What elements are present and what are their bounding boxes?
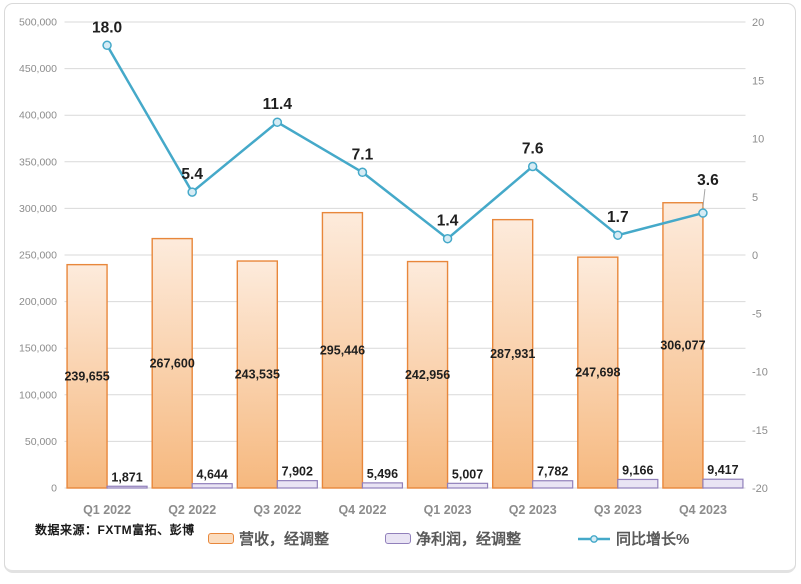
- right-axis-tick: 15: [752, 75, 764, 87]
- netprofit-bar: [702, 478, 744, 489]
- left-axis-tick: 500,000: [19, 17, 57, 29]
- left-axis-tick: 300,000: [19, 203, 57, 215]
- yoy-marker: [527, 161, 538, 172]
- revenue-bar: [662, 202, 704, 489]
- right-axis-tick: -15: [752, 425, 768, 437]
- yoy-value-label: 3.6: [697, 172, 719, 189]
- category-label: Q2 2023: [509, 503, 557, 517]
- right-axis-tick: -20: [752, 483, 768, 495]
- netprofit-bar: [191, 483, 233, 489]
- netprofit-value-label: 5,496: [367, 467, 398, 481]
- yoy-value-label: 18.0: [92, 19, 122, 36]
- line-marker-swatch-icon: [578, 534, 611, 543]
- netprofit-value-label: 9,166: [622, 463, 653, 477]
- left-axis-tick: 0: [51, 483, 57, 495]
- revenue-value-label: 295,446: [320, 343, 365, 357]
- netprofit-bar: [446, 482, 489, 489]
- yoy-value-label: 1.4: [437, 213, 459, 230]
- left-axis-tick: 100,000: [19, 389, 57, 401]
- right-axis-tick: 10: [752, 134, 764, 146]
- revenue-value-label: 242,956: [405, 368, 450, 382]
- category-label: Q1 2023: [424, 503, 472, 517]
- left-axis-tick: 50,000: [25, 436, 57, 448]
- left-axis-tick: 250,000: [19, 250, 57, 262]
- netprofit-value-label: 4,644: [197, 468, 228, 482]
- right-axis-tick: 20: [752, 17, 764, 29]
- netprofit-value-label: 7,782: [537, 465, 568, 479]
- yoy-line: [105, 44, 704, 240]
- netprofit-value-label: 9,417: [707, 463, 738, 477]
- legend: 营收，经调整 净利润，经调整 同比增长%: [208, 528, 689, 549]
- netprofit-bar: [276, 480, 318, 489]
- revenue-bar: [491, 218, 534, 489]
- yoy-marker: [272, 117, 283, 127]
- left-axis-tick: 200,000: [19, 296, 57, 308]
- yoy-marker: [613, 230, 623, 240]
- legend-label-netprofit: 净利润，经调整: [416, 531, 522, 548]
- legend-item-netprofit[interactable]: 净利润，经调整: [385, 528, 521, 549]
- revenue-value-label: 267,600: [150, 356, 195, 370]
- category-label: Q1 2022: [83, 503, 131, 517]
- netprofit-value-label: 5,007: [452, 467, 483, 481]
- right-axis-tick: 5: [752, 192, 758, 204]
- revenue-swatch-icon: [208, 533, 234, 544]
- category-label: Q3 2023: [594, 503, 642, 517]
- yoy-marker: [698, 208, 708, 218]
- netprofit-bar: [361, 482, 404, 489]
- revenue-bar: [321, 211, 364, 489]
- yoy-value-label: 1.7: [607, 209, 629, 226]
- revenue-bar: [577, 256, 619, 489]
- yoy-marker: [187, 187, 197, 197]
- category-label: Q2 2022: [168, 503, 216, 517]
- category-label: Q4 2023: [679, 503, 727, 517]
- category-label: Q4 2022: [338, 503, 386, 517]
- netprofit-bar: [106, 485, 148, 489]
- legend-label-revenue: 营收，经调整: [239, 531, 330, 548]
- netprofit-bar: [617, 478, 659, 489]
- revenue-bar: [151, 237, 193, 489]
- left-axis-tick: 400,000: [19, 110, 57, 122]
- revenue-bar: [236, 260, 279, 489]
- yoy-value-label: 5.4: [181, 166, 203, 183]
- netprofit-swatch-icon: [385, 533, 412, 544]
- yoy-marker: [357, 167, 368, 178]
- left-axis-tick: 450,000: [19, 63, 57, 75]
- revenue-value-label: 243,535: [235, 368, 280, 382]
- yoy-marker: [102, 40, 112, 51]
- yoy-marker: [442, 233, 453, 244]
- legend-label-yoy: 同比增长%: [616, 531, 690, 548]
- right-axis-tick: 0: [752, 250, 758, 262]
- netprofit-bar: [532, 480, 574, 489]
- yoy-value-label: 7.1: [352, 146, 374, 163]
- category-label: Q3 2022: [253, 503, 301, 517]
- yoy-value-label: 7.6: [522, 140, 544, 157]
- netprofit-value-label: 7,902: [282, 465, 313, 479]
- yoy-value-label: 11.4: [263, 96, 293, 113]
- netprofit-value-label: 1,871: [111, 470, 142, 484]
- label-leader-line: [702, 189, 706, 208]
- right-axis-tick: -10: [752, 367, 768, 379]
- left-axis-tick: 150,000: [19, 343, 57, 355]
- left-axis-tick: 350,000: [19, 156, 57, 168]
- revenue-value-label: 287,931: [490, 347, 535, 361]
- revenue-value-label: 239,655: [64, 369, 109, 383]
- right-axis-tick: -5: [752, 308, 762, 320]
- revenue-bar: [406, 260, 449, 489]
- revenue-bar: [66, 263, 108, 489]
- legend-item-revenue[interactable]: 营收，经调整: [208, 528, 329, 549]
- legend-item-yoy[interactable]: 同比增长%: [577, 528, 689, 549]
- source-note: 数据来源：FXTM富拓、彭博: [35, 523, 195, 537]
- revenue-value-label: 306,077: [660, 338, 705, 352]
- revenue-value-label: 247,698: [575, 366, 620, 380]
